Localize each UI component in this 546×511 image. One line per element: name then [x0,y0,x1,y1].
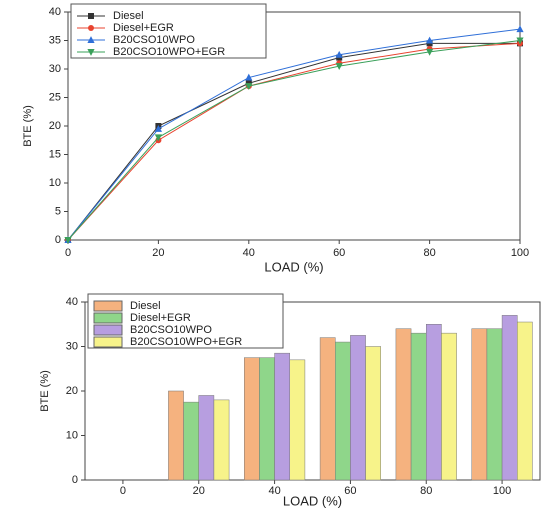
y-tick-label: 5 [55,205,61,217]
x-tick-label: 20 [193,485,205,497]
x-tick-label: 0 [65,247,71,259]
y-tick-label: 35 [49,34,61,46]
bar [259,357,275,481]
x-tick-label: 60 [344,485,356,497]
x-tick-label: 0 [120,485,126,497]
bar [168,390,184,481]
bar [426,324,442,481]
bar [410,332,427,481]
x-tick-label: 40 [268,485,280,497]
legend-swatch [93,312,123,324]
series-line [67,40,521,241]
legend-label: B20CSO10WPO+EGR [130,336,242,348]
y-tick-label: 30 [49,63,61,75]
x-axis-label: LOAD (%) [264,259,323,274]
y-tick-label: 15 [49,148,61,160]
data-point [516,37,524,45]
y-tick-label: 10 [66,429,78,441]
bar [213,399,230,481]
legend-label: Diesel+EGR [130,312,191,324]
data-point [64,237,72,244]
bar [244,357,260,481]
y-axis-label: BTE (%) [22,105,34,147]
y-tick-label: 20 [49,120,61,132]
data-point [516,25,524,33]
bar [274,352,291,481]
legend-marker [88,25,94,31]
data-point [426,36,434,44]
bar [365,346,382,481]
data-point [245,83,253,90]
y-tick-label: 30 [66,340,78,352]
series-line [67,28,521,241]
legend-label: B20CSO10WPO [130,324,212,336]
series-line [67,42,521,241]
bar [289,359,306,481]
legend-box [70,3,267,59]
bar [486,328,503,481]
x-tick-label: 20 [152,247,164,259]
y-tick-label: 0 [72,474,78,486]
legend-marker [87,36,95,43]
y-tick-label: 10 [49,177,61,189]
legend-label: Diesel+EGR [113,22,174,34]
legend-swatch [93,300,123,312]
bar [183,401,199,481]
bar [198,395,215,481]
data-point [154,124,162,132]
y-tick-label: 20 [66,385,78,397]
x-tick-label: 80 [420,485,432,497]
legend-marker [87,49,95,56]
legend-label: B20CSO10WPO [113,34,195,46]
data-point [335,50,343,58]
legend-swatch [93,336,123,348]
bar [501,315,518,481]
legend-swatch [93,324,123,336]
bar [517,321,533,481]
x-tick-label: 80 [423,247,435,259]
x-tick-label: 100 [511,247,529,259]
bar [350,335,366,481]
y-tick-label: 40 [66,296,78,308]
legend-label: Diesel [130,300,161,312]
bar [319,337,336,481]
data-point [335,63,343,71]
bar [395,328,412,481]
legend-marker [88,13,94,19]
data-point [426,48,434,56]
data-point [245,73,253,81]
x-tick-label: 40 [243,247,255,259]
x-tick-label: 100 [493,485,511,497]
y-tick-label: 0 [55,234,61,246]
bar [471,328,488,481]
legend-label: B20CSO10WPO+EGR [113,46,225,58]
legend-label: Diesel [113,10,144,22]
bar [441,332,457,481]
data-point [154,134,162,142]
series-line [67,42,520,241]
y-tick-label: 25 [49,91,61,103]
y-tick-label: 40 [49,6,61,18]
bar [335,341,351,481]
x-axis-label: LOAD (%) [283,493,342,508]
y-axis-label: BTE (%) [39,370,51,412]
x-tick-label: 60 [333,247,345,259]
